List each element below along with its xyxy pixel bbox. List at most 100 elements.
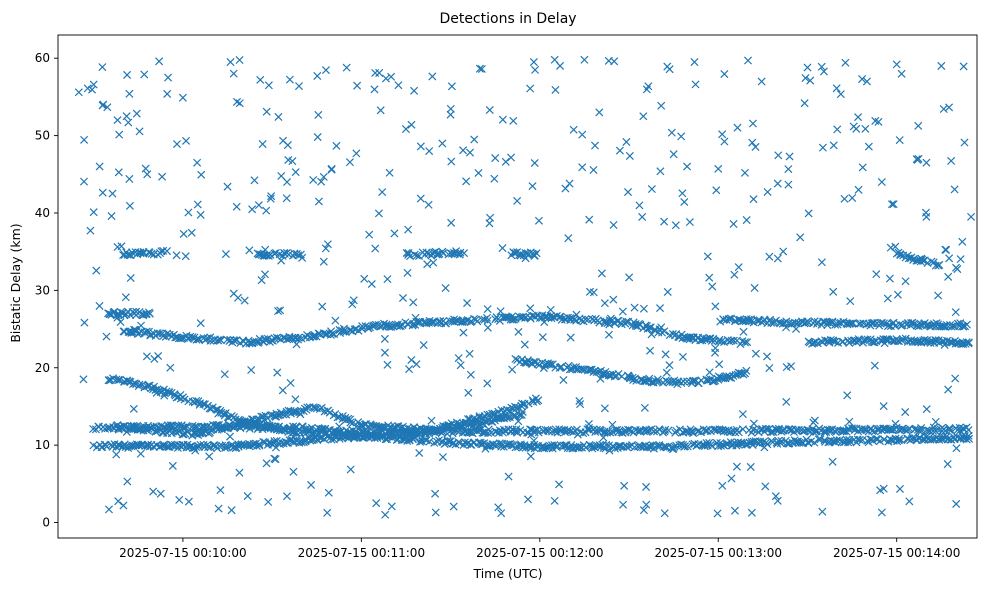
detection-point (738, 410, 747, 419)
detection-point (309, 175, 318, 185)
detection-point (578, 130, 587, 139)
detection-point (459, 146, 468, 155)
detection-point (710, 348, 720, 357)
detection-point (488, 409, 497, 418)
detection-point (263, 251, 272, 260)
detection-point (143, 170, 152, 179)
detection-point (534, 428, 543, 437)
detection-point (254, 201, 263, 210)
detection-point (95, 301, 104, 310)
detection-point (240, 296, 249, 305)
detection-point (460, 249, 469, 258)
detection-point (591, 141, 600, 150)
detection-point (319, 172, 328, 181)
detection-point (429, 258, 438, 267)
detection-point (296, 410, 305, 419)
detection-point (482, 313, 492, 322)
detection-point (495, 316, 504, 325)
detection-point (497, 442, 506, 451)
detection-point (162, 247, 172, 256)
detection-point (477, 64, 486, 73)
detection-point (950, 185, 959, 194)
detection-point (534, 396, 543, 405)
detection-point (708, 282, 717, 291)
detection-point (510, 315, 519, 324)
detection-point (231, 444, 240, 453)
detection-point (645, 323, 654, 332)
detection-point (714, 442, 723, 451)
detection-point (328, 329, 337, 338)
detection-point (383, 275, 392, 284)
detection-point (365, 230, 374, 239)
detection-point (565, 179, 574, 188)
detection-point (832, 84, 841, 93)
detection-point (114, 168, 123, 177)
detection-point (649, 378, 658, 387)
detection-point (423, 260, 432, 269)
y-tick-label: 50 (35, 129, 50, 143)
detection-point (841, 58, 850, 67)
detection-point (287, 333, 297, 342)
detection-point (877, 508, 886, 517)
detection-point (155, 57, 164, 66)
detection-point (95, 162, 104, 171)
detection-point (282, 194, 291, 203)
detection-point (640, 403, 649, 412)
detection-point (143, 426, 152, 435)
detection-point (438, 453, 447, 462)
detection-point (79, 177, 89, 186)
detection-point (944, 385, 953, 394)
detection-point (291, 395, 300, 404)
detection-point (221, 409, 230, 418)
detection-point (615, 146, 624, 155)
detection-point (540, 318, 549, 327)
chart-title: Detections in Delay (439, 11, 576, 27)
detection-point (912, 155, 921, 164)
detection-point (762, 425, 771, 434)
detection-point (958, 432, 967, 441)
detection-point (504, 440, 513, 449)
detection-point (732, 462, 741, 471)
detection-point (507, 441, 516, 450)
detection-point (507, 153, 516, 162)
detection-point (722, 315, 731, 324)
detection-point (677, 132, 686, 141)
detection-point (959, 62, 968, 71)
detection-point (795, 438, 804, 447)
detection-point (317, 427, 326, 436)
detection-point (274, 307, 283, 316)
detection-point (500, 313, 509, 322)
detection-point (262, 206, 271, 215)
detection-point (163, 89, 172, 98)
detection-point (779, 247, 788, 256)
detection-point (678, 189, 687, 198)
detection-point (763, 187, 772, 197)
detection-point (262, 107, 271, 116)
detection-point (178, 430, 187, 439)
detection-point (260, 270, 269, 279)
detection-point (892, 60, 901, 69)
detection-point (965, 434, 974, 443)
detection-point (220, 423, 229, 433)
detection-point (773, 496, 782, 505)
detection-point (550, 496, 559, 505)
y-tick-label: 0 (42, 516, 50, 530)
detection-point (575, 396, 584, 406)
detection-point (464, 388, 473, 397)
detection-point (456, 361, 465, 370)
detection-point (828, 457, 837, 466)
detection-point (668, 445, 677, 454)
detection-point (427, 318, 436, 327)
detection-point (318, 302, 327, 311)
detection-point (714, 164, 723, 173)
x-tick-label: 2025-07-15 00:13:00 (655, 546, 782, 560)
detection-point (962, 320, 971, 329)
detection-point (734, 263, 743, 272)
detection-point (747, 508, 756, 517)
detection-point (538, 441, 547, 450)
detection-point (247, 366, 256, 375)
detection-point (230, 336, 239, 345)
detection-point (531, 312, 540, 321)
detection-point (196, 210, 205, 219)
detection-point (483, 316, 492, 325)
